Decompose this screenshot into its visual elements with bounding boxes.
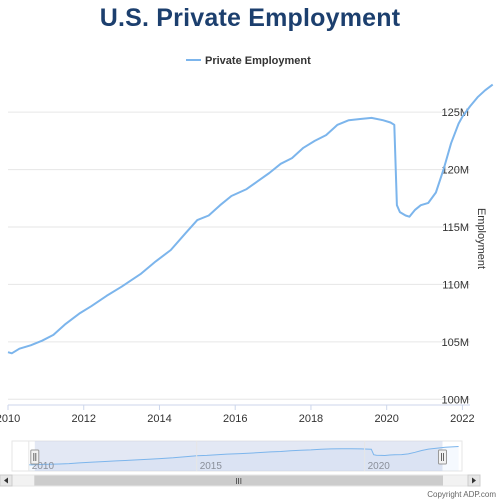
x-tick-label: 2018 [299,413,323,425]
navigator-tick-label: 2015 [200,461,223,472]
navigator-tick-label: 2010 [32,461,55,472]
arrow-right-icon [472,477,476,484]
x-tick-label: 2020 [374,413,398,425]
y-tick-label: 105M [441,337,469,349]
scrollbar-thumb[interactable] [34,475,443,486]
copyright-text: Copyright ADP.com [427,490,496,499]
chart-title: U.S. Private Employment [99,4,401,32]
navigator-selected-range[interactable] [34,441,443,471]
navigator-line [28,446,459,466]
navigator-left-handle[interactable] [30,449,40,465]
y-tick-label: 110M [442,279,469,291]
y-axis-title: Employment [475,208,487,269]
navigator-right-handle[interactable] [437,449,447,465]
scrollbar[interactable]: III [0,474,481,487]
navigator-tick-label: 2020 [368,461,391,472]
legend[interactable]: Private Employment [186,55,311,67]
plot-series[interactable] [7,83,494,355]
x-axis-ticks: 2010 2012 2014 2016 2018 2020 2022 [0,405,475,425]
navigator-ticks: 2010 2015 2020 [28,441,391,472]
navigator-area [28,446,459,471]
y-gridlines [8,111,470,400]
x-tick-label: 2022 [450,413,474,425]
x-tick-label: 2016 [223,413,247,425]
scrollbar-right-arrow[interactable] [467,474,481,487]
x-tick-label: 2012 [71,413,95,425]
x-tick-label: 2014 [147,413,171,425]
y-tick-label: 100M [441,394,469,406]
x-tick-label: 2010 [0,413,20,425]
scrollbar-grip-icon: III [235,477,242,486]
series-line-private-employment [7,83,494,355]
scrollbar-left-arrow[interactable] [0,474,13,487]
y-tick-label: 120M [441,165,469,177]
navigator[interactable]: 2010 2015 2020 [11,440,463,472]
handle-body [30,449,40,465]
legend-series-label: Private Employment [205,55,311,67]
navigator-series [28,446,459,471]
y-tick-label: 115M [442,222,469,234]
arrow-left-icon [4,477,8,484]
handle-body [437,449,447,465]
